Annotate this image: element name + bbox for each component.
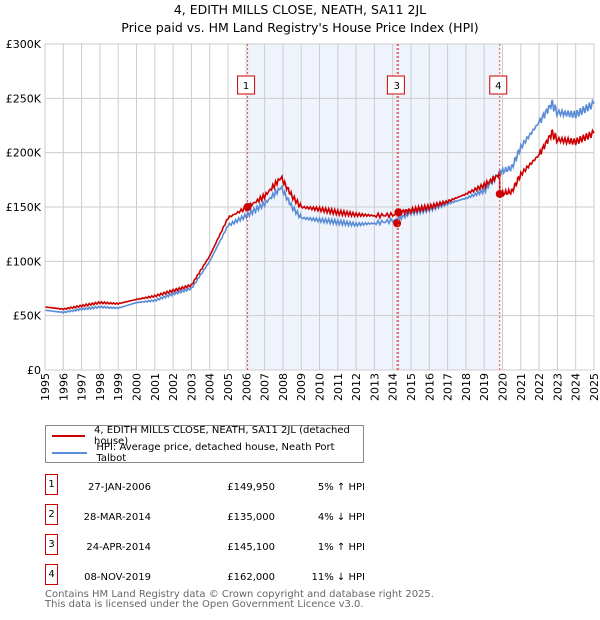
y-tick-label: £250K bbox=[6, 92, 42, 105]
x-tick-label: 2002 bbox=[167, 373, 180, 401]
x-tick-label: 2020 bbox=[497, 373, 510, 401]
x-tick-label: 2003 bbox=[185, 373, 198, 401]
x-tick-label: 2012 bbox=[350, 373, 363, 401]
sale-price: £145,100 bbox=[227, 542, 275, 553]
sale-hpi-diff: 11% ↓ HPI bbox=[311, 572, 365, 583]
x-tick-label: 2009 bbox=[295, 373, 308, 401]
legend-label: HPI: Average price, detached house, Neat… bbox=[96, 442, 335, 464]
sale-number-badge: 2 bbox=[45, 504, 58, 525]
footer-licence: This data is licensed under the Open Gov… bbox=[45, 599, 364, 610]
x-tick-label: 2001 bbox=[149, 373, 162, 401]
sale-date: 27-JAN-2006 bbox=[87, 482, 151, 493]
x-tick-label: 1997 bbox=[76, 373, 89, 401]
x-tick-label: 1998 bbox=[94, 373, 107, 401]
x-tick-label: 2024 bbox=[570, 373, 583, 401]
x-tick-label: 2013 bbox=[368, 373, 381, 401]
x-tick-label: 2017 bbox=[442, 373, 455, 401]
sale-row: 3 24-APR-2014 £145,100 1% ↑ HPI bbox=[45, 534, 465, 559]
footer-copyright: Contains HM Land Registry data © Crown c… bbox=[45, 589, 434, 600]
x-tick-label: 2011 bbox=[332, 373, 345, 401]
y-tick-label: £300K bbox=[6, 38, 42, 51]
sale-label-box bbox=[489, 75, 508, 95]
x-tick-label: 2008 bbox=[277, 373, 290, 401]
sale-hpi-diff: 4% ↓ HPI bbox=[317, 512, 365, 523]
sale-price: £149,950 bbox=[227, 482, 275, 493]
y-tick-label: £100K bbox=[6, 255, 42, 268]
y-tick-label: £0 bbox=[27, 364, 41, 377]
sale-row: 1 27-JAN-2006 £149,950 5% ↑ HPI bbox=[45, 474, 465, 499]
series-line bbox=[44, 128, 595, 311]
sale-hpi-diff: 5% ↑ HPI bbox=[317, 482, 365, 493]
price-chart: 1995 1996 1997 1998 1999 2000 2001 2002 2003 2004… bbox=[6, 38, 600, 401]
x-tick-label: 2022 bbox=[533, 373, 546, 401]
sale-number-badge: 3 bbox=[45, 534, 58, 555]
x-tick-label: 2010 bbox=[314, 373, 327, 401]
sale-hpi-diff: 1% ↑ HPI bbox=[317, 542, 365, 553]
sale-price: £162,000 bbox=[227, 572, 275, 583]
x-tick-label: 2023 bbox=[551, 373, 564, 401]
sale-row: 4 08-NOV-2019 £162,000 11% ↓ HPI bbox=[45, 564, 465, 589]
legend-swatch-red bbox=[52, 435, 86, 437]
legend-label: 4, EDITH MILLS CLOSE, NEATH, SA11 2JL (d… bbox=[94, 425, 350, 447]
chart-subtitle: Price paid vs. HM Land Registry's House … bbox=[121, 20, 479, 35]
sale-date: 28-MAR-2014 bbox=[83, 512, 151, 523]
series-line bbox=[44, 98, 595, 314]
x-tick-label: 2007 bbox=[259, 373, 272, 401]
x-tick-label: 2021 bbox=[515, 373, 528, 401]
x-tick-label: 2016 bbox=[423, 373, 436, 401]
x-tick-label: 1995 bbox=[39, 373, 52, 401]
sale-label: 3 bbox=[394, 81, 400, 92]
y-tick-label: £150K bbox=[6, 201, 42, 214]
sale-row: 2 28-MAR-2014 £135,000 4% ↓ HPI bbox=[45, 504, 465, 529]
sale-point bbox=[495, 189, 504, 198]
chart-title: 4, EDITH MILLS CLOSE, NEATH, SA11 2JL bbox=[173, 2, 427, 17]
sale-point bbox=[243, 203, 252, 212]
x-tick-label: 2005 bbox=[222, 373, 235, 401]
sale-point bbox=[394, 208, 403, 217]
sale-price: £135,000 bbox=[227, 512, 275, 523]
y-tick-label: £200K bbox=[6, 147, 42, 160]
sale-label-box bbox=[237, 75, 256, 95]
x-tick-label: 2015 bbox=[405, 373, 418, 401]
sale-label: 4 bbox=[495, 81, 501, 92]
sale-date: 08-NOV-2019 bbox=[84, 572, 151, 583]
x-tick-label: 2014 bbox=[387, 373, 400, 401]
x-tick-label: 2000 bbox=[131, 373, 144, 401]
sale-date: 24-APR-2014 bbox=[86, 542, 151, 553]
x-tick-label: 2006 bbox=[240, 373, 253, 401]
x-tick-label: 1999 bbox=[112, 373, 125, 401]
sale-point bbox=[393, 219, 402, 228]
x-tick-label: 1996 bbox=[57, 373, 70, 401]
x-tick-label: 2025 bbox=[588, 373, 600, 401]
legend-swatch-blue bbox=[52, 452, 88, 454]
legend-item-hpi: HPI: Average price, detached house, Neat… bbox=[52, 442, 363, 464]
x-tick-label: 2004 bbox=[204, 373, 217, 401]
y-tick-label: £50K bbox=[13, 310, 42, 323]
legend-item-property: 4, EDITH MILLS CLOSE, NEATH, SA11 2JL (d… bbox=[52, 425, 363, 447]
sale-label: 1 bbox=[243, 81, 249, 92]
sale-number-badge: 4 bbox=[45, 564, 58, 585]
x-tick-label: 2018 bbox=[460, 373, 473, 401]
sale-label-box bbox=[386, 75, 405, 95]
x-tick-label: 2019 bbox=[478, 373, 491, 401]
legend: 4, EDITH MILLS CLOSE, NEATH, SA11 2JL (d… bbox=[45, 425, 364, 464]
sale-number-badge: 1 bbox=[45, 474, 58, 495]
